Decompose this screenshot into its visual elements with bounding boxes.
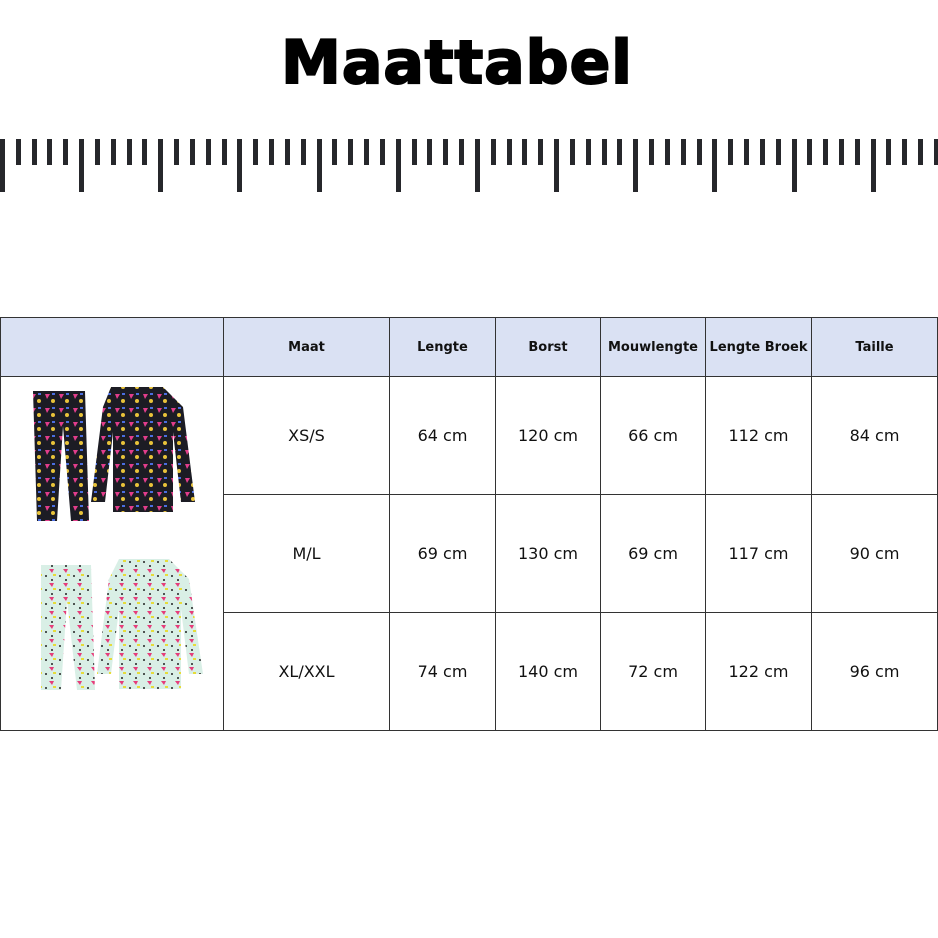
cell-maat: XS/S	[223, 376, 390, 495]
header-taille: Taille	[811, 317, 938, 377]
header-mouwlengte: Mouwlengte	[600, 317, 706, 377]
cell-lengte: 74 cm	[389, 612, 496, 731]
cell-maat: XL/XXL	[223, 612, 390, 731]
ruler-minor-tick	[728, 139, 734, 165]
ruler-minor-tick	[854, 139, 860, 165]
ruler-minor-tick	[110, 139, 116, 165]
cell-borst: 130 cm	[495, 494, 601, 613]
ruler-minor-tick	[332, 139, 338, 165]
ruler-minor-tick	[126, 139, 132, 165]
ruler-major-tick	[712, 139, 718, 192]
ruler-major-tick	[554, 139, 560, 192]
ruler-minor-tick	[902, 139, 908, 165]
ruler-minor-tick	[585, 139, 591, 165]
ruler-minor-tick	[918, 139, 924, 165]
table-row: M/L 69 cm 130 cm 69 cm 117 cm 90 cm	[1, 494, 938, 613]
cell-lengte: 64 cm	[389, 376, 496, 495]
ruler-major-tick	[237, 139, 243, 192]
cell-borst: 120 cm	[495, 376, 601, 495]
tracksuit-image	[33, 387, 203, 690]
ruler-minor-tick	[253, 139, 259, 165]
ruler-minor-tick	[649, 139, 655, 165]
ruler-minor-tick	[664, 139, 670, 165]
ruler-minor-tick	[569, 139, 575, 165]
header-maat: Maat	[223, 317, 390, 377]
cell-taille: 84 cm	[811, 376, 938, 495]
ruler-major-tick	[870, 139, 876, 192]
ruler-minor-tick	[269, 139, 275, 165]
ruler-minor-tick	[490, 139, 496, 165]
ruler-minor-tick	[411, 139, 417, 165]
ruler-minor-tick	[205, 139, 211, 165]
cell-mouwlengte: 66 cm	[600, 376, 706, 495]
ruler-minor-tick	[680, 139, 686, 165]
ruler-minor-tick	[696, 139, 702, 165]
ruler-minor-tick	[823, 139, 829, 165]
cell-lengte-broek: 122 cm	[705, 612, 812, 731]
ruler-minor-tick	[538, 139, 544, 165]
cell-borst: 140 cm	[495, 612, 601, 731]
cell-mouwlengte: 72 cm	[600, 612, 706, 731]
ruler-minor-tick	[617, 139, 623, 165]
cell-lengte: 69 cm	[389, 494, 496, 613]
ruler-major-tick	[791, 139, 797, 192]
ruler-minor-tick	[31, 139, 37, 165]
ruler-minor-tick	[47, 139, 53, 165]
ruler-minor-tick	[506, 139, 512, 165]
table-row: XS/S 64 cm 120 cm 66 cm 112 cm 84 cm	[0, 376, 938, 731]
ruler-major-tick	[79, 139, 85, 192]
ruler-minor-tick	[443, 139, 449, 165]
ruler-minor-tick	[522, 139, 528, 165]
ruler-major-tick	[633, 139, 639, 192]
ruler-major-tick	[158, 139, 164, 192]
ruler-minor-tick	[601, 139, 607, 165]
ruler-major-tick	[316, 139, 322, 192]
ruler-minor-tick	[284, 139, 290, 165]
product-image	[0, 376, 224, 731]
header-borst: Borst	[495, 317, 601, 377]
ruler-minor-tick	[379, 139, 385, 165]
cell-maat: M/L	[223, 494, 390, 613]
ruler-minor-tick	[838, 139, 844, 165]
ruler-minor-tick	[427, 139, 433, 165]
cell-taille: 90 cm	[811, 494, 938, 613]
ruler-minor-tick	[142, 139, 148, 165]
ruler-decoration	[0, 139, 938, 194]
ruler-minor-tick	[15, 139, 21, 165]
ruler-minor-tick	[94, 139, 100, 165]
ruler-minor-tick	[459, 139, 465, 165]
ruler-minor-tick	[221, 139, 227, 165]
cell-mouwlengte: 69 cm	[600, 494, 706, 613]
ruler-minor-tick	[63, 139, 69, 165]
table-header-row: Maat Lengte Borst Mouwlengte Lengte Broe…	[0, 317, 938, 377]
ruler-minor-tick	[759, 139, 765, 165]
size-table: Maat Lengte Borst Mouwlengte Lengte Broe…	[0, 317, 938, 731]
ruler-minor-tick	[807, 139, 813, 165]
ruler-major-tick	[0, 139, 5, 192]
cell-taille: 96 cm	[811, 612, 938, 731]
ruler-minor-tick	[364, 139, 370, 165]
ruler-minor-tick	[744, 139, 749, 165]
ruler-minor-tick	[189, 139, 195, 165]
header-lengte-broek: Lengte Broek	[705, 317, 812, 377]
ruler-minor-tick	[933, 139, 938, 165]
ruler-major-tick	[395, 139, 401, 192]
table-row: XL/XXL 74 cm 140 cm 72 cm 122 cm 96 cm	[1, 612, 938, 731]
ruler-minor-tick	[886, 139, 892, 165]
page-title: Maattabel	[280, 27, 633, 99]
ruler-major-tick	[474, 139, 480, 192]
cell-lengte-broek: 117 cm	[705, 494, 812, 613]
ruler-minor-tick	[300, 139, 306, 165]
ruler-minor-tick	[775, 139, 781, 165]
header-lengte: Lengte	[389, 317, 496, 377]
ruler-minor-tick	[174, 139, 180, 165]
cell-lengte-broek: 112 cm	[705, 376, 812, 495]
ruler-minor-tick	[348, 139, 354, 165]
header-image	[0, 317, 224, 377]
